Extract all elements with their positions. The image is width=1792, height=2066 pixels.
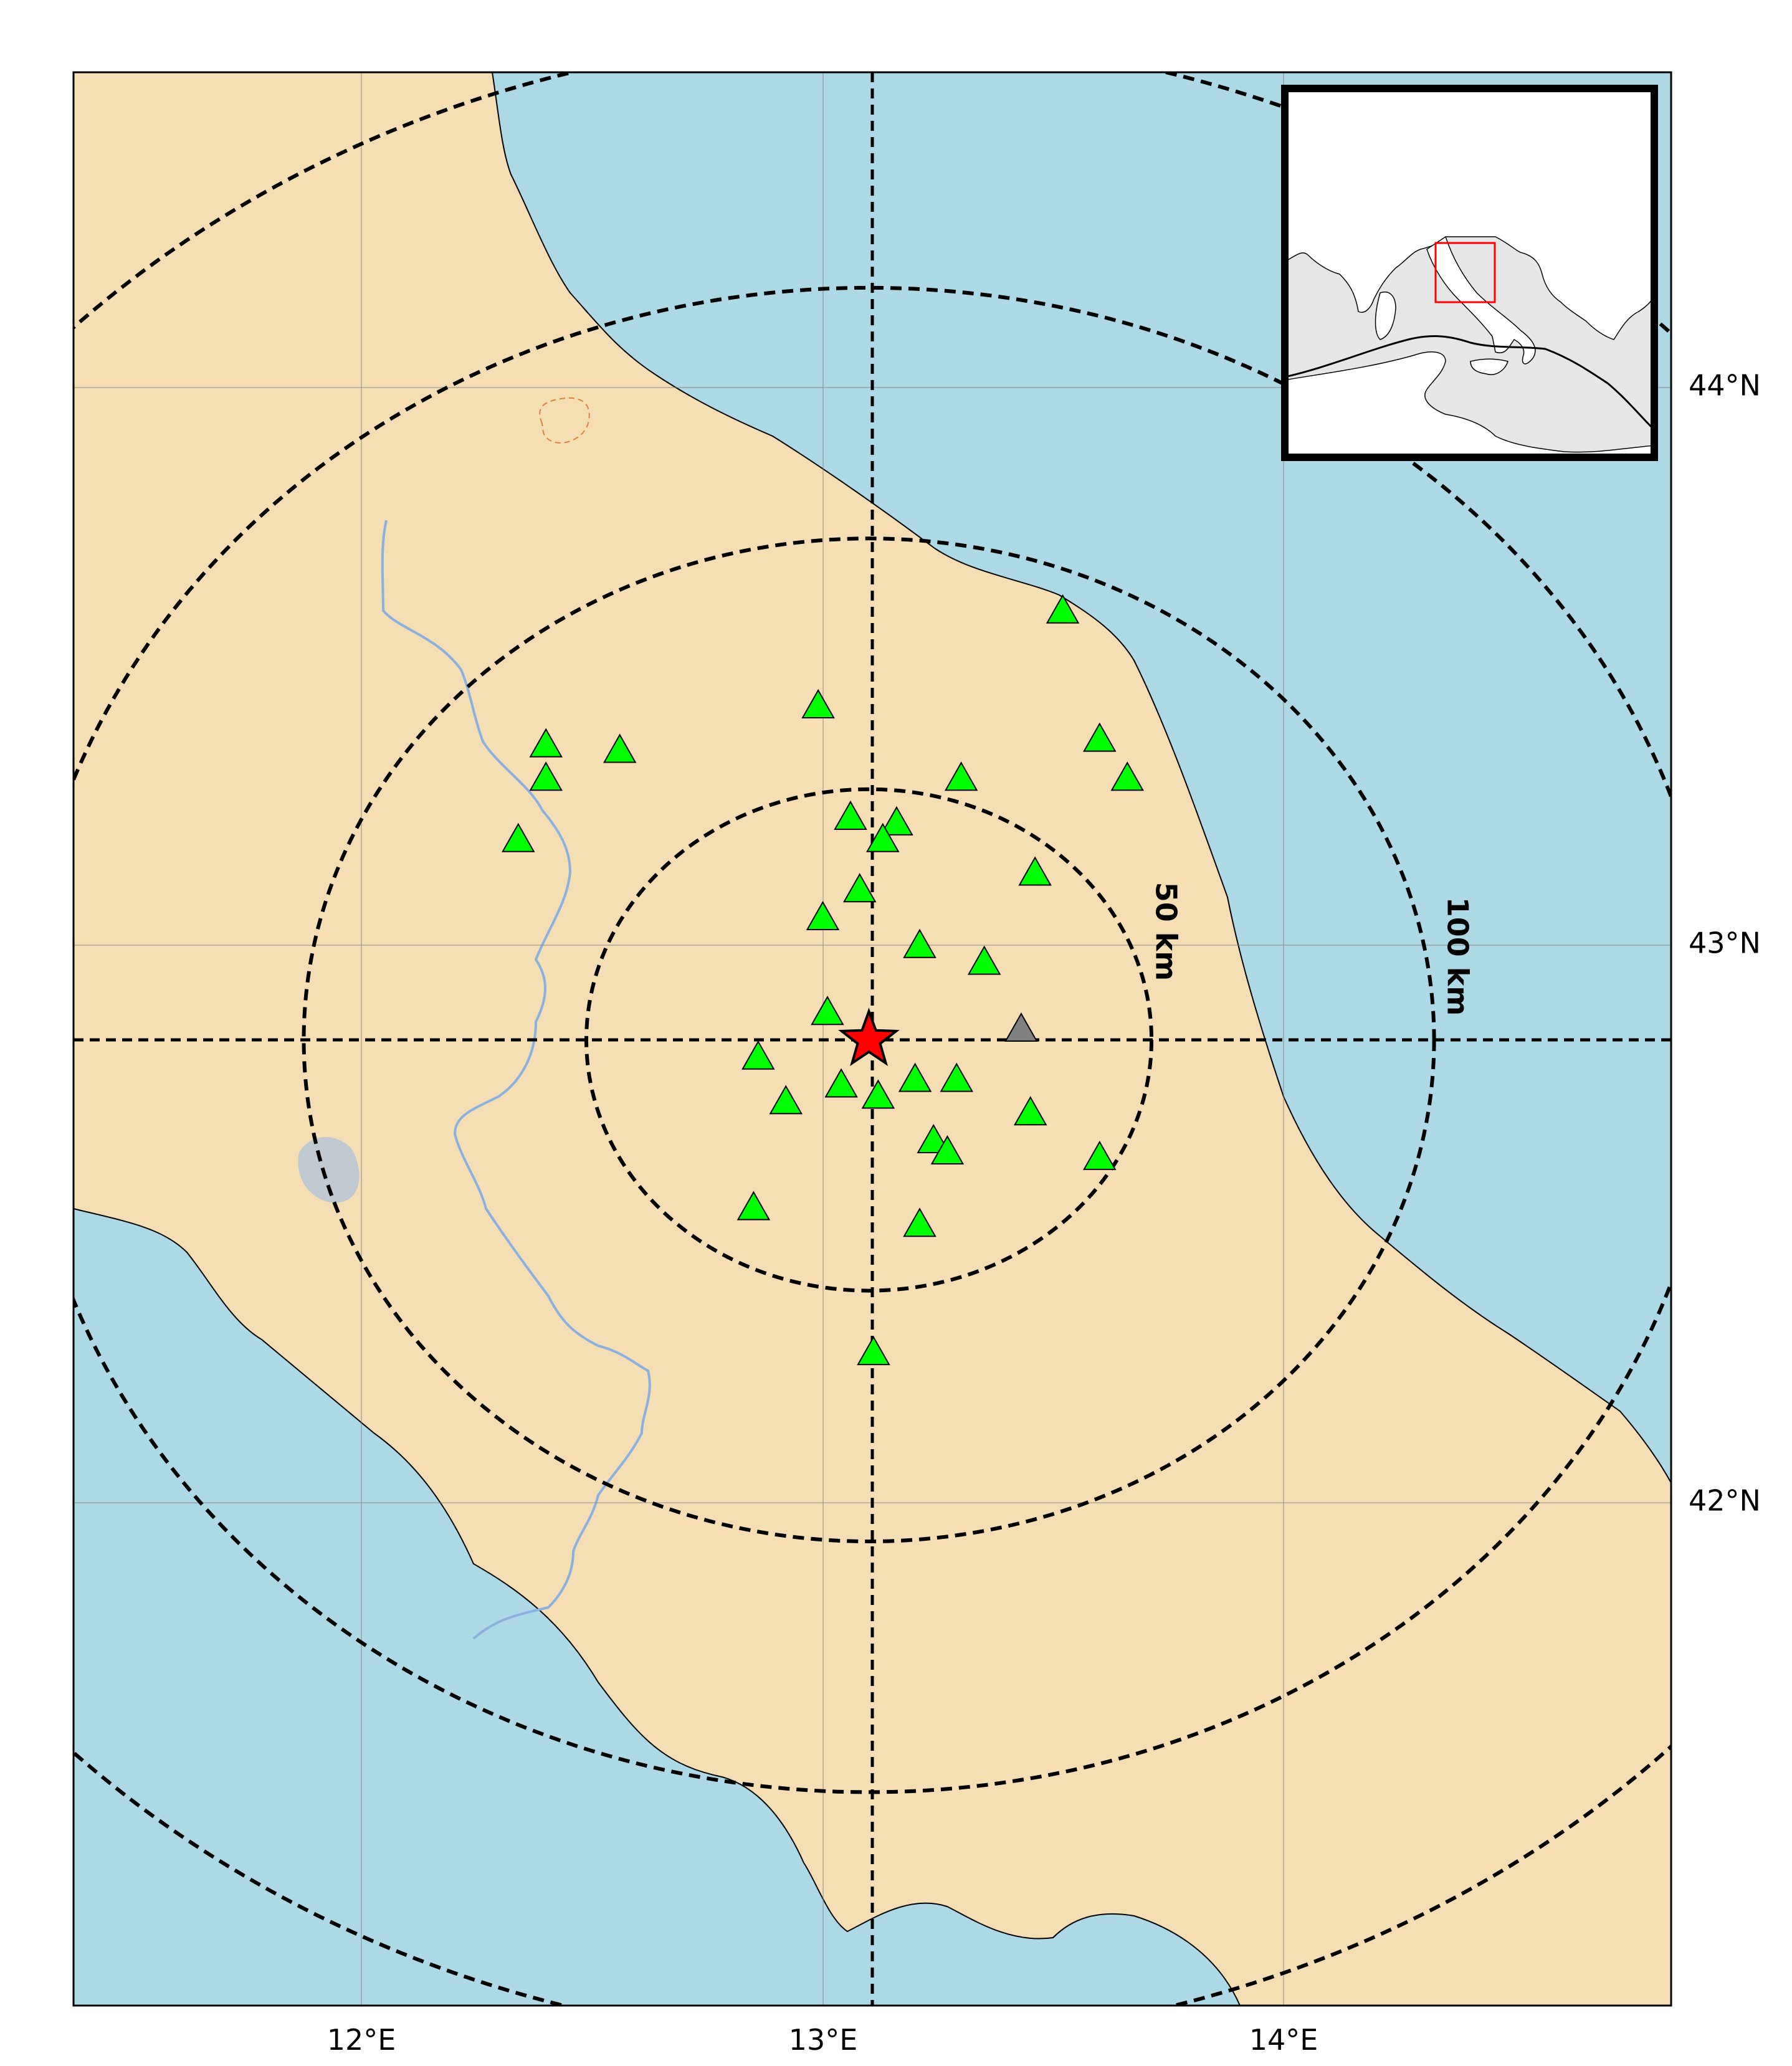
distance-ring [74,286,1671,1794]
inset-land-africa [1285,351,1654,457]
station-active-icon [930,1135,965,1164]
station-active-icon [880,806,913,835]
map-border [72,71,1672,2007]
station-active-icon [940,1062,973,1092]
stations [502,594,1144,1366]
inset-land-sicily [1470,358,1508,375]
station-active-icon [769,1085,803,1115]
epicenter-star-icon [838,1007,900,1067]
tick-label-lat-42n: 42°N [1689,1484,1761,1518]
inset-highlight-box [1434,242,1496,303]
tick-label-lon-12e: 12°E [327,2023,396,2057]
station-active-icon [898,1062,932,1092]
tick-label-lon-13e: 13°E [789,2023,858,2057]
river [381,520,651,1640]
ring-label-100km: 100 km [1441,897,1475,1016]
station-active-icon [529,761,563,791]
inset-plate-boundary [1285,335,1654,431]
inset-land-europe [1285,88,1654,340]
inset-land-italy [1426,236,1536,364]
lake [298,1137,360,1203]
station-active-icon [944,761,978,791]
station-active-icon [967,945,1001,975]
station-active-icon [857,1336,890,1366]
station-active-icon [1110,761,1144,791]
tick-label-lon-14e: 14°E [1249,2023,1318,2057]
station-active-icon [736,1191,771,1221]
tick-label-lat-43n: 43°N [1689,926,1761,960]
station-active-icon [741,1040,775,1070]
ring-label-50km: 50 km [1150,882,1183,981]
station-active-icon [801,688,835,718]
station-active-icon [603,733,637,763]
station-active-icon [1018,856,1052,886]
tick-label-lat-44n: 44°N [1689,369,1761,402]
station-active-icon [1014,1096,1047,1126]
station-active-icon [843,873,877,903]
station-inactive-icon [1004,1012,1038,1042]
station-active-icon [1083,1140,1117,1170]
station-active-icon [834,800,867,830]
inset-land-sardinia [1375,292,1396,340]
station-active-icon [861,1079,895,1109]
station-active-icon [1046,594,1080,624]
station-active-icon [529,728,563,758]
station-active-icon [866,822,900,852]
inset-map [1281,85,1658,461]
station-active-icon [903,928,937,958]
station-active-icon [824,1068,858,1098]
inset-frame [1281,85,1658,461]
station-active-icon [1083,722,1117,752]
station-active-icon [806,901,840,931]
station-active-icon [811,996,844,1026]
station-active-icon [502,822,535,852]
station-active-icon [903,1207,937,1237]
distance-ring [302,536,1436,1544]
